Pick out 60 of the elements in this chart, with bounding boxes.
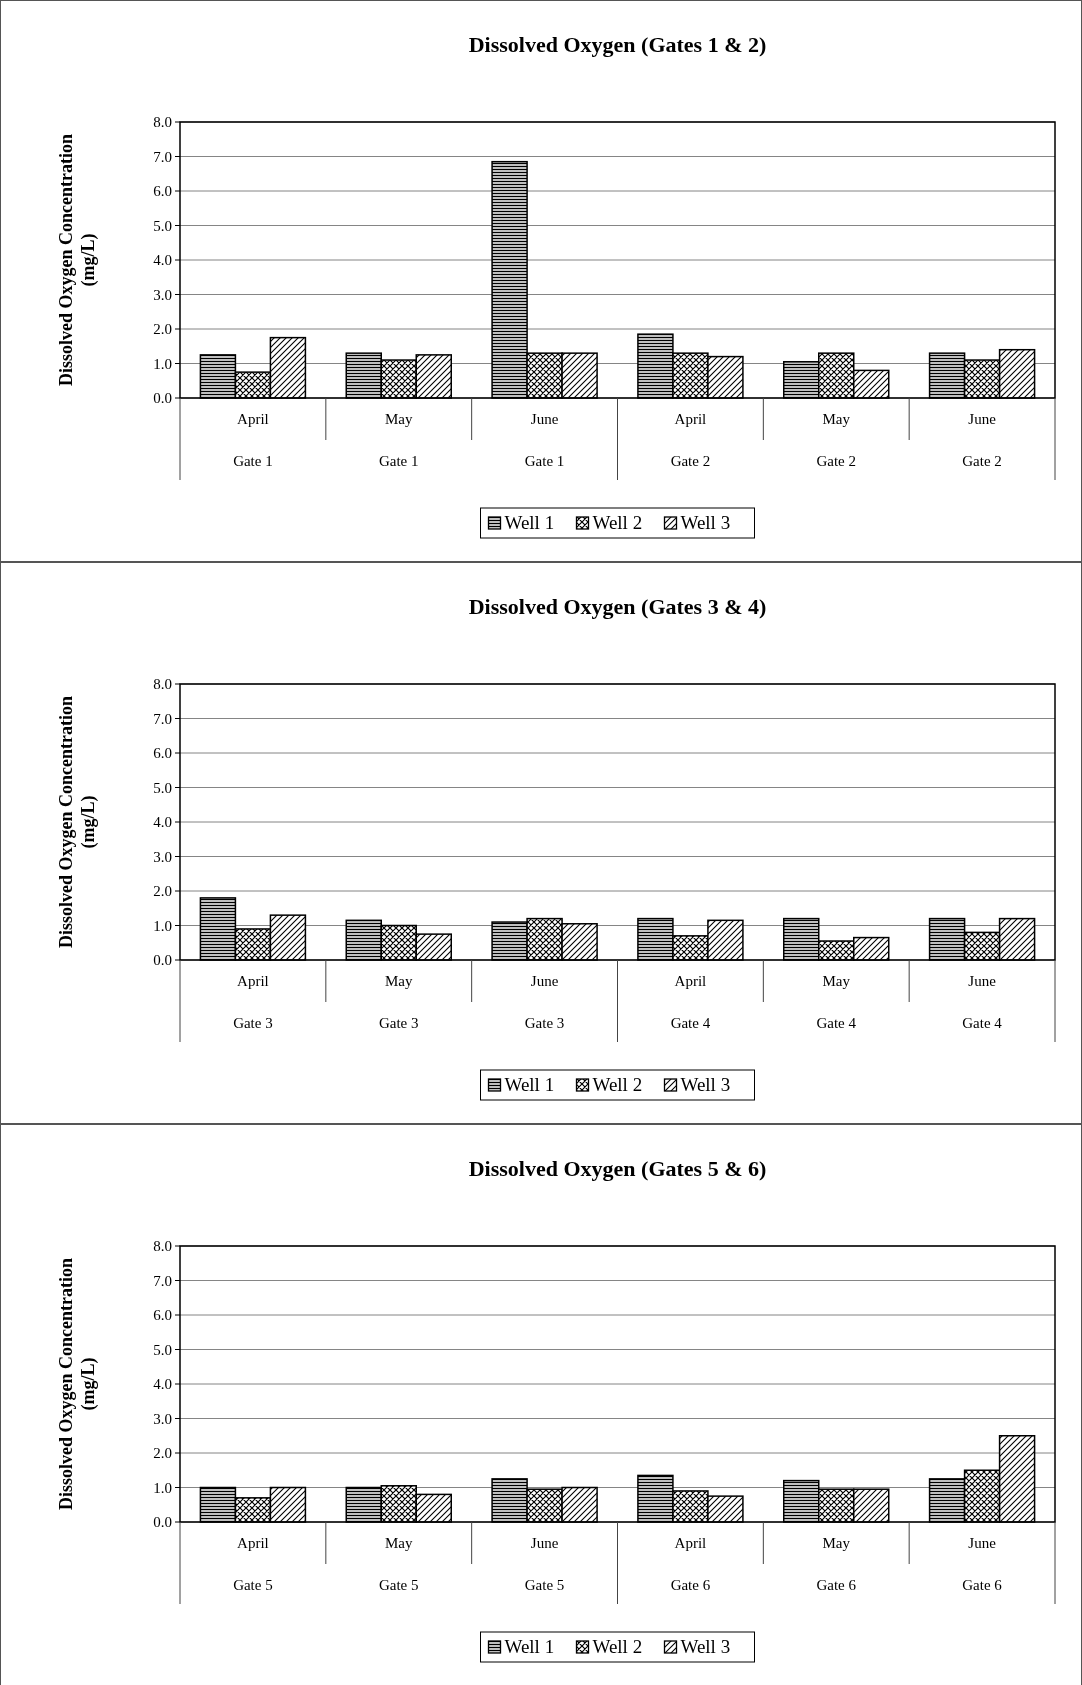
category-label: June Gate 6 [962,1535,1002,1593]
y-tick-label: 0.0 [153,952,172,969]
legend-label: Well 3 [680,1636,731,1657]
chart-title: Dissolved Oxygen (Gates 5 & 6) [468,1156,767,1181]
category-label: June Gate 3 [524,973,565,1031]
y-tick-label: 3.0 [153,286,172,303]
y-tick-label: 4.0 [153,252,172,269]
category-label: April Gate 3 [233,973,273,1031]
y-tick-label: 4.0 [153,814,172,831]
legend-label: Well 2 [592,1636,643,1657]
y-tick-label: 1.0 [153,355,172,372]
category-label: April Gate 2 [670,411,711,469]
y-tick-label: 8.0 [153,1238,172,1255]
y-tick-label: 3.0 [153,848,172,865]
y-tick-label: 5.0 [153,217,172,234]
category-label: April Gate 1 [233,411,273,469]
y-tick-label: 5.0 [153,779,172,796]
category-label: May Gate 1 [378,411,419,469]
legend-label: Well 3 [680,512,731,533]
y-tick-label: 4.0 [153,1376,172,1393]
category-label: May Gate 3 [378,973,419,1031]
category-label: June Gate 5 [524,1535,565,1593]
legend-label: Well 2 [592,1074,643,1095]
y-axis-title: Dissolved Oxygen Concentration (mg/L) [56,1258,99,1510]
category-label: May Gate 5 [378,1535,419,1593]
y-tick-label: 5.0 [153,1341,172,1358]
y-tick-label: 0.0 [153,390,172,407]
category-label: May Gate 6 [816,1535,857,1593]
category-label: June Gate 1 [524,411,565,469]
y-tick-label: 6.0 [153,1307,172,1324]
chart-title: Dissolved Oxygen (Gates 3 & 4) [468,594,767,619]
y-tick-label: 7.0 [153,1272,172,1289]
y-tick-label: 7.0 [153,148,172,165]
y-axis-title: Dissolved Oxygen Concentration (mg/L) [56,134,99,386]
legend-label: Well 2 [592,512,643,533]
y-tick-label: 2.0 [153,321,172,338]
legend-label: Well 1 [504,1636,555,1657]
y-tick-label: 0.0 [153,1514,172,1531]
category-label: June Gate 2 [962,411,1002,469]
y-tick-label: 7.0 [153,710,172,727]
y-axis-title: Dissolved Oxygen Concentration (mg/L) [56,696,99,948]
y-tick-label: 8.0 [153,114,172,131]
category-label: April Gate 5 [233,1535,273,1593]
legend-label: Well 3 [680,1074,731,1095]
y-tick-label: 1.0 [153,917,172,934]
y-tick-label: 6.0 [153,183,172,200]
chart-title: Dissolved Oxygen (Gates 1 & 2) [468,32,767,57]
category-label: April Gate 6 [670,1535,711,1593]
y-tick-label: 1.0 [153,1479,172,1496]
category-label: May Gate 2 [816,411,857,469]
y-tick-label: 8.0 [153,676,172,693]
y-tick-label: 2.0 [153,883,172,900]
y-tick-label: 2.0 [153,1445,172,1462]
legend-label: Well 1 [504,1074,555,1095]
y-tick-label: 3.0 [153,1410,172,1427]
y-tick-label: 6.0 [153,745,172,762]
category-label: May Gate 4 [816,973,857,1031]
category-label: April Gate 4 [670,973,711,1031]
legend-label: Well 1 [504,512,555,533]
category-label: June Gate 4 [962,973,1002,1031]
